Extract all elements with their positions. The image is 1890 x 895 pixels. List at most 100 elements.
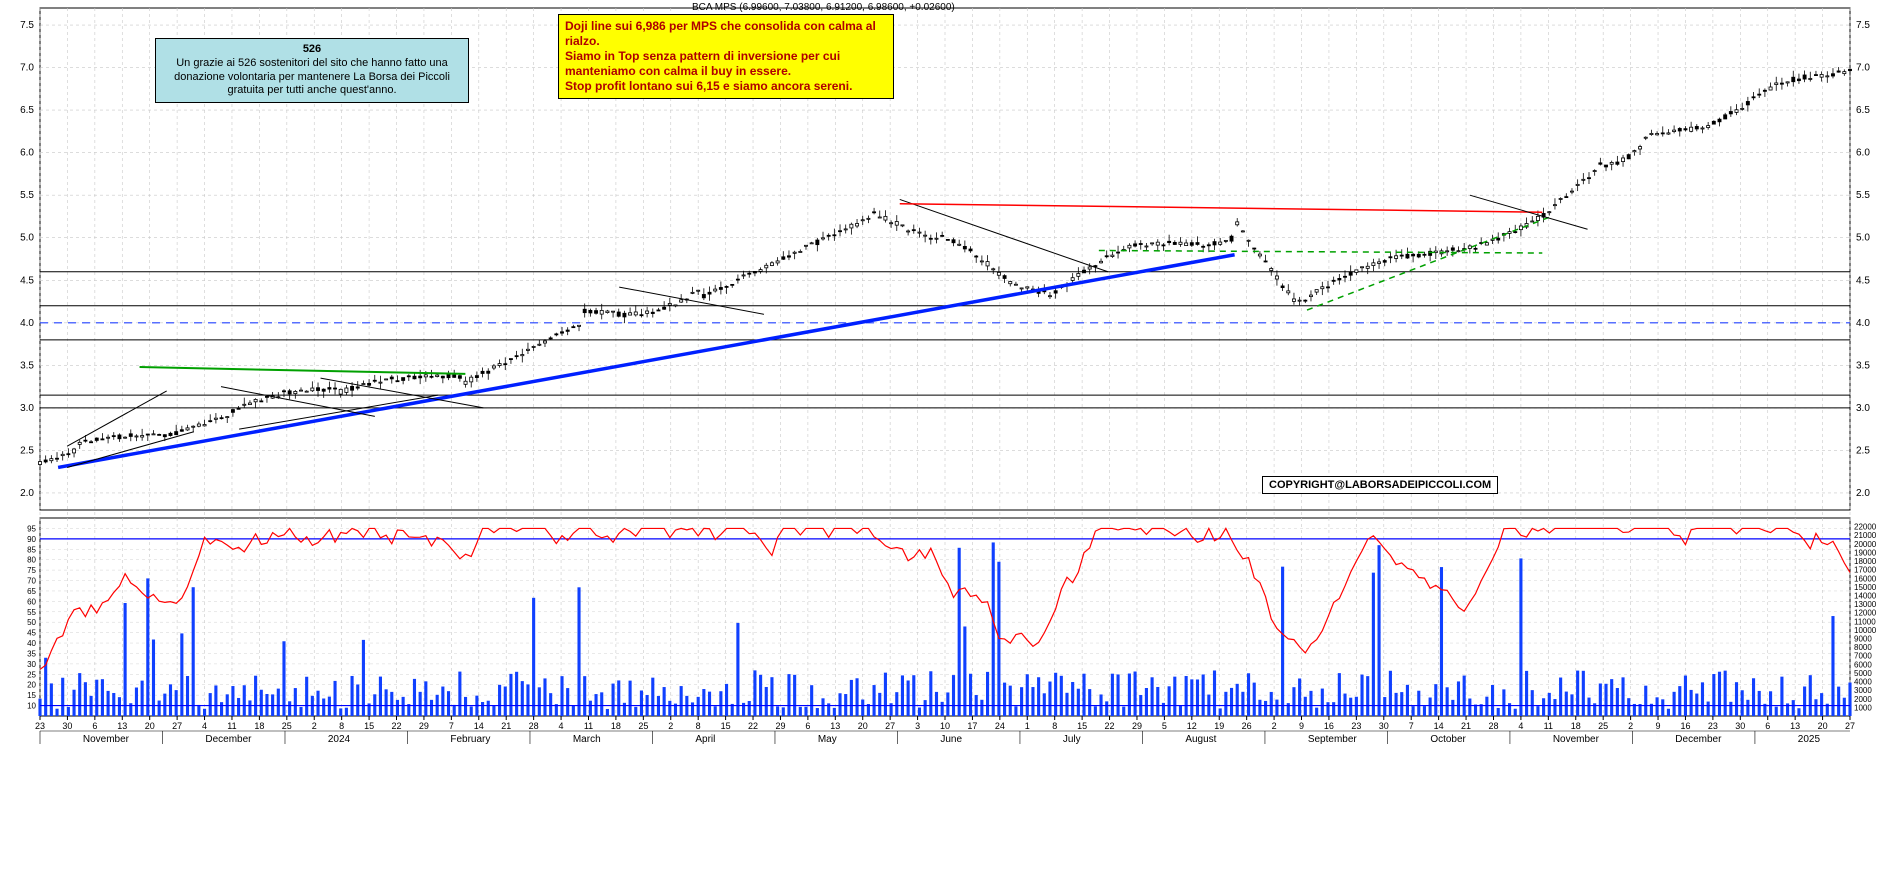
- volume-bar: [180, 633, 183, 716]
- volume-bar: [1270, 692, 1273, 716]
- volume-bar: [1599, 684, 1602, 716]
- volume-bar: [532, 598, 535, 716]
- volume-bar: [248, 700, 251, 716]
- volume-bar: [736, 623, 739, 716]
- week-label: 22: [392, 721, 402, 731]
- rsi-tick: 95: [27, 524, 36, 533]
- week-label: 24: [995, 721, 1005, 731]
- volume-bar: [804, 707, 807, 716]
- volume-bar: [362, 640, 365, 716]
- volume-bar: [1258, 700, 1261, 716]
- rsi-tick: 10: [27, 702, 36, 711]
- week-label: 22: [1105, 721, 1115, 731]
- rsi-tick: 60: [27, 597, 36, 606]
- volume-bar: [1298, 678, 1301, 716]
- volume-bar: [107, 691, 110, 716]
- volume-bar: [1837, 687, 1840, 716]
- volume-bar: [72, 690, 75, 716]
- volume-bar: [1383, 697, 1386, 716]
- y-tick-right: 5.0: [1856, 233, 1870, 244]
- volume-bar: [1741, 690, 1744, 716]
- volume-bar: [1151, 677, 1154, 716]
- volume-bar: [1712, 674, 1715, 716]
- week-label: 25: [638, 721, 648, 731]
- y-tick-right: 4.0: [1856, 318, 1870, 329]
- week-label: 23: [1708, 721, 1718, 731]
- volume-bar: [1253, 683, 1256, 716]
- volume-bar: [918, 707, 921, 716]
- volume-bar: [470, 706, 473, 716]
- week-label: 3: [915, 721, 920, 731]
- y-tick-right: 4.5: [1856, 275, 1870, 286]
- rsi-tick: 65: [27, 587, 36, 596]
- volume-bar: [1735, 682, 1738, 716]
- volume-bar: [61, 678, 64, 716]
- month-label: June: [940, 734, 962, 745]
- week-label: 2: [1628, 721, 1633, 731]
- volume-bar: [1162, 703, 1165, 716]
- week-label: 14: [1434, 721, 1444, 731]
- volume-bar: [929, 671, 932, 716]
- week-label: 10: [940, 721, 950, 731]
- month-label: April: [695, 734, 715, 745]
- volume-bar: [1610, 679, 1613, 716]
- volume-bar: [385, 689, 388, 716]
- volume-bar: [38, 699, 41, 716]
- week-label: 20: [858, 721, 868, 731]
- y-tick-left: 4.5: [20, 275, 34, 286]
- volume-bar: [1678, 686, 1681, 716]
- y-tick-right: 2.5: [1856, 445, 1870, 456]
- volume-bar: [793, 675, 796, 716]
- volume-bar: [1729, 702, 1732, 716]
- week-label: 2: [312, 721, 317, 731]
- volume-bar: [770, 677, 773, 716]
- volume-bar: [1213, 670, 1216, 716]
- volume-bar: [901, 675, 904, 716]
- volume-bar: [1219, 708, 1222, 716]
- volume-bar: [1202, 674, 1205, 716]
- month-label: October: [1430, 734, 1466, 745]
- volume-bar: [95, 680, 98, 716]
- volume-bar: [560, 676, 563, 716]
- week-label: 7: [1409, 721, 1414, 731]
- volume-bar: [566, 688, 569, 716]
- trendline: [58, 255, 1235, 468]
- month-label: February: [450, 734, 490, 745]
- volume-bar: [850, 680, 853, 716]
- volume-bar: [629, 681, 632, 716]
- volume-bar: [464, 697, 467, 716]
- week-label: 25: [1598, 721, 1608, 731]
- week-label: 13: [830, 721, 840, 731]
- rsi-tick: 85: [27, 545, 36, 554]
- volume-bar: [941, 702, 944, 716]
- volume-bar: [1412, 706, 1415, 716]
- volume-bar: [1457, 681, 1460, 716]
- vol-tick: 7000: [1854, 652, 1872, 661]
- volume-bar: [1077, 689, 1080, 716]
- week-label: 6: [805, 721, 810, 731]
- volume-bar: [1241, 692, 1244, 716]
- volume-bar: [1701, 682, 1704, 716]
- volume-bar: [333, 681, 336, 716]
- volume-bar: [220, 702, 223, 716]
- volume-bar: [589, 701, 592, 716]
- volume-bar: [55, 709, 58, 716]
- volume-bar: [640, 690, 643, 716]
- month-label: September: [1308, 734, 1358, 745]
- volume-bar: [663, 687, 666, 716]
- volume-bar: [328, 697, 331, 716]
- y-tick-left: 3.5: [20, 360, 34, 371]
- week-label: 20: [1818, 721, 1828, 731]
- week-label: 4: [202, 721, 207, 731]
- volume-bar: [1429, 698, 1432, 716]
- volume-bar: [413, 679, 416, 716]
- volume-bar: [487, 701, 490, 716]
- trendline: [1307, 216, 1551, 310]
- volume-bar: [549, 693, 552, 716]
- volume-bar: [1463, 676, 1466, 716]
- volume-bar: [600, 692, 603, 716]
- volume-bar: [651, 678, 654, 716]
- volume-bar: [1446, 687, 1449, 716]
- volume-bar: [691, 702, 694, 716]
- rsi-tick: 50: [27, 618, 36, 627]
